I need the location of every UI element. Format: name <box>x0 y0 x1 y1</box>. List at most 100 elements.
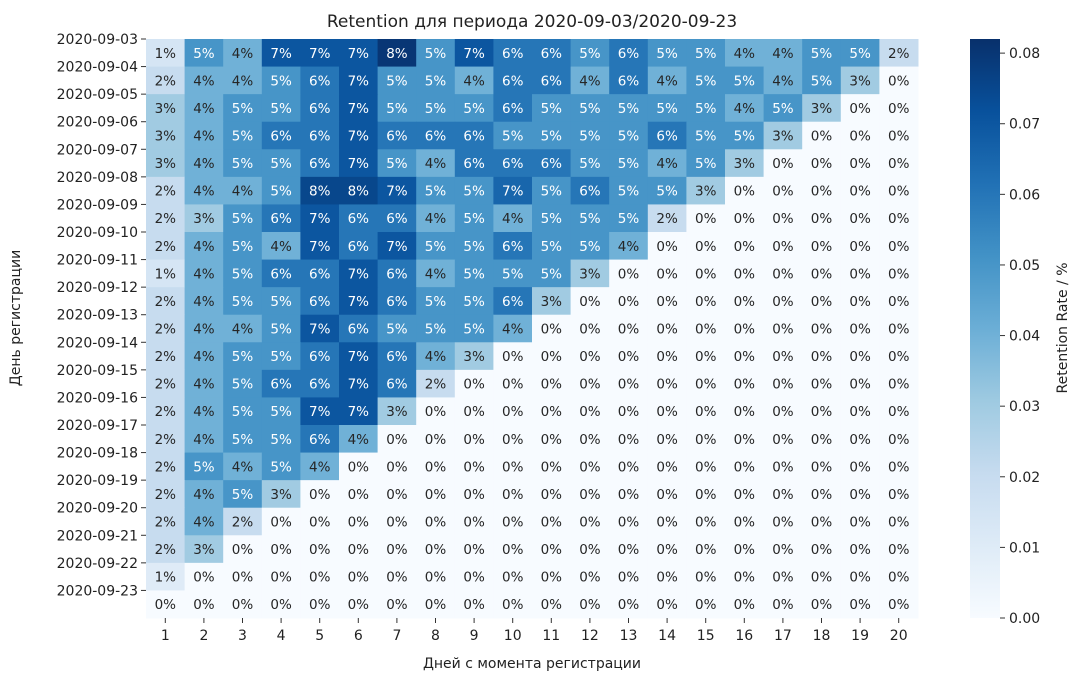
heatmap-cell <box>377 94 417 123</box>
heatmap-cell <box>223 232 263 261</box>
cell-label: 0% <box>579 515 601 531</box>
cell-label: 0% <box>386 515 408 531</box>
cell-label: 5% <box>695 101 717 117</box>
cell-label: 4% <box>656 73 678 89</box>
cell-label: 0% <box>502 597 524 613</box>
cell-label: 4% <box>463 73 485 89</box>
heatmap-cell <box>300 204 340 233</box>
colorbar-tick-label: 0.02 <box>1009 470 1040 486</box>
cell-label: 0% <box>849 542 871 558</box>
heatmap-cell <box>802 232 842 261</box>
heatmap-cell <box>300 369 340 398</box>
heatmap-cell <box>686 535 726 564</box>
chart-title: Retention для периода 2020-09-03/2020-09… <box>327 12 737 32</box>
cell-label: 5% <box>541 211 563 227</box>
cell-label: 2% <box>155 404 177 420</box>
heatmap-cell <box>532 94 572 123</box>
y-axis-ticks: 2020-09-03 2020-09-04 2020-09-05 2020-09-06… <box>57 32 146 599</box>
cell-label: 4% <box>193 239 215 255</box>
cell-label: 4% <box>734 46 756 62</box>
heatmap-cell <box>339 480 379 509</box>
cell-label: 7% <box>348 266 370 282</box>
heatmap-cell <box>184 287 224 316</box>
cell-label: 0% <box>309 487 331 503</box>
cell-label: 0% <box>888 542 910 558</box>
heatmap-cell <box>300 314 340 343</box>
cell-label: 6% <box>309 349 331 365</box>
heatmap-cell <box>493 369 533 398</box>
cell-label: 5% <box>232 294 254 310</box>
cell-label: 0% <box>386 542 408 558</box>
heatmap-cell <box>647 507 687 536</box>
cell-label: 6% <box>348 211 370 227</box>
cell-label: 4% <box>309 459 331 475</box>
cell-label: 0% <box>579 294 601 310</box>
heatmap-cell <box>763 590 803 619</box>
cell-label: 3% <box>579 266 601 282</box>
heatmap-cell <box>570 232 610 261</box>
heatmap-cell <box>686 480 726 509</box>
heatmap-cell <box>647 259 687 288</box>
cell-label: 0% <box>579 487 601 503</box>
heatmap-cell <box>339 507 379 536</box>
heatmap-cell <box>609 66 649 95</box>
heatmap-cell <box>570 121 610 150</box>
cell-label: 0% <box>618 404 640 420</box>
cell-label: 5% <box>232 432 254 448</box>
cell-label: 4% <box>579 73 601 89</box>
heatmap-cell <box>416 507 456 536</box>
x-tick-label: 17 <box>774 628 792 644</box>
cell-label: 0% <box>541 487 563 503</box>
cell-label: 3% <box>695 184 717 200</box>
heatmap-cell <box>763 39 803 68</box>
cell-label: 5% <box>541 129 563 145</box>
heatmap-cell <box>300 452 340 481</box>
cell-label: 5% <box>232 211 254 227</box>
heatmap-cell <box>184 590 224 619</box>
cell-label: 0% <box>734 597 756 613</box>
cell-label: 3% <box>734 156 756 172</box>
heatmap-cell <box>300 176 340 205</box>
cell-label: 2% <box>155 459 177 475</box>
heatmap-cell <box>802 590 842 619</box>
heatmap-cell <box>840 314 880 343</box>
heatmap-cell <box>377 121 417 150</box>
heatmap-cell <box>454 149 494 178</box>
heatmap-cell <box>300 232 340 261</box>
cell-label: 5% <box>734 73 756 89</box>
cell-label: 0% <box>811 266 833 282</box>
cell-label: 5% <box>772 101 794 117</box>
cell-label: 5% <box>656 184 678 200</box>
heatmap-cell <box>146 287 186 316</box>
heatmap-cell <box>223 287 263 316</box>
heatmap-cell <box>570 314 610 343</box>
heatmap-cell <box>223 314 263 343</box>
cell-label: 0% <box>656 459 678 475</box>
heatmap-cell <box>493 590 533 619</box>
x-tick-label: 7 <box>392 628 401 644</box>
cell-label: 6% <box>618 46 640 62</box>
heatmap-cell <box>879 149 919 178</box>
cell-label: 0% <box>463 487 485 503</box>
heatmap-cell <box>879 369 919 398</box>
heatmap-cell <box>532 287 572 316</box>
cell-label: 4% <box>193 73 215 89</box>
heatmap-cell <box>647 66 687 95</box>
heatmap-cell <box>609 342 649 371</box>
x-tick-label: 11 <box>542 628 560 644</box>
heatmap-cell <box>184 342 224 371</box>
cell-label: 6% <box>386 211 408 227</box>
heatmap-cell <box>570 452 610 481</box>
cell-label: 6% <box>270 129 292 145</box>
heatmap-cell <box>725 480 765 509</box>
heatmap-cell <box>146 369 186 398</box>
cell-label: 0% <box>888 101 910 117</box>
heatmap-cell <box>146 176 186 205</box>
cell-label: 0% <box>734 184 756 200</box>
cell-label: 0% <box>811 459 833 475</box>
heatmap-cell <box>377 397 417 426</box>
heatmap-cell <box>454 259 494 288</box>
heatmap-cell <box>686 259 726 288</box>
cell-label: 0% <box>811 349 833 365</box>
cell-label: 5% <box>618 211 640 227</box>
